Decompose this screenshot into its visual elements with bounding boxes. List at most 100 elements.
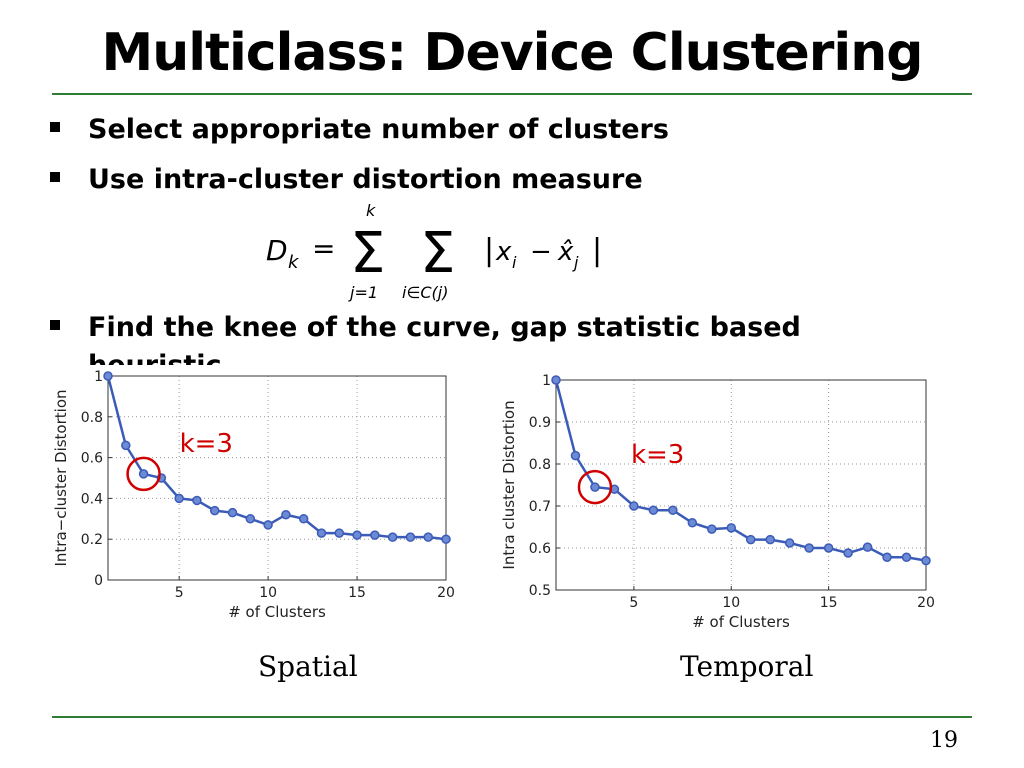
- spatial-distortion-chart: 5 10 15 20 0 0.2 0.4 0.6 0.8 1 # of Clusters Intra−…: [52, 369, 455, 621]
- y-tick-label: 0.4: [81, 491, 103, 507]
- formula-xhat-sub: j: [572, 253, 579, 272]
- x-tick-label: 15: [820, 595, 838, 611]
- knee-highlight-circle: [126, 456, 161, 492]
- data-point: [784, 538, 795, 548]
- formula-xhat: x̂: [557, 237, 574, 267]
- data-point: [209, 505, 220, 516]
- formula-x: x: [495, 237, 512, 267]
- y-tick-label: 0.9: [529, 415, 551, 431]
- formula-sigma-2: Σ: [420, 221, 455, 286]
- bullet-text: Find the knee of the curve, gap statisti…: [88, 312, 801, 365]
- data-point: [174, 493, 184, 504]
- formula-abs-left: |: [484, 233, 494, 268]
- y-tick-label: 0: [94, 573, 103, 589]
- slide-title: Multiclass: Device Clustering: [101, 23, 924, 83]
- formula-lhs: D: [266, 234, 288, 267]
- x-axis-label: # of Clusters: [228, 603, 326, 621]
- data-point: [298, 514, 309, 524]
- y-tick-label: 1: [94, 369, 103, 385]
- data-point: [882, 552, 892, 562]
- data-point: [648, 505, 659, 515]
- data-point: [765, 534, 775, 545]
- formula-equals: =: [312, 232, 335, 265]
- y-axis-label: Intra cluster Distortion: [500, 400, 518, 569]
- data-point: [387, 532, 398, 542]
- bullet-square-icon: [50, 320, 60, 330]
- footer-divider: [52, 716, 972, 718]
- data-point: [192, 495, 202, 506]
- spatial-caption: Spatial: [258, 650, 358, 683]
- formula-sum1-bottom: j=1: [348, 283, 378, 302]
- data-point: [901, 552, 912, 562]
- formula-sum2-bottom: i∈C(j): [402, 283, 448, 302]
- formula-lhs-sub: k: [288, 252, 300, 273]
- y-tick-label: 0.8: [81, 410, 103, 426]
- data-point: [441, 534, 451, 544]
- data-point: [804, 543, 814, 553]
- data-point: [590, 482, 600, 492]
- plot-frame: [107, 375, 447, 581]
- knee-annotation-label: k=3: [631, 440, 684, 470]
- x-axis-label: # of Clusters: [692, 613, 790, 631]
- x-tick-label: 20: [437, 585, 455, 601]
- data-point: [570, 450, 581, 461]
- formula-x-sub: i: [512, 253, 517, 272]
- formula-sum1-top: k: [366, 201, 376, 220]
- data-point: [668, 505, 678, 515]
- data-point: [121, 440, 131, 451]
- x-tick-label: 15: [348, 585, 366, 601]
- y-axis-label: Intra−cluster Distortion: [52, 389, 70, 566]
- data-point: [316, 528, 327, 538]
- data-point: [405, 532, 416, 542]
- temporal-distortion-chart: 5 10 15 20 0.5 0.6 0.7 0.8 0.9 1 # of Clusters Intr…: [500, 373, 935, 631]
- x-tick-label: 10: [722, 595, 740, 611]
- bullet-item-clipped: Find the knee of the curve, gap statisti…: [50, 305, 970, 365]
- data-point: [921, 555, 931, 566]
- y-tick-label: 0.2: [81, 532, 103, 548]
- data-point: [551, 375, 561, 385]
- bullet-square-icon: [50, 122, 60, 132]
- formula-sigma-1: Σ: [350, 221, 385, 286]
- y-tick-label: 0.6: [529, 541, 551, 557]
- knee-annotation-label: k=3: [180, 429, 233, 459]
- data-point: [370, 530, 380, 540]
- bullet-text: Use intra-cluster distortion measure: [88, 164, 643, 195]
- data-point: [629, 501, 639, 511]
- x-tick-label: 20: [917, 595, 935, 611]
- data-point: [862, 542, 873, 552]
- page-number: 19: [930, 728, 958, 753]
- data-point: [823, 543, 834, 553]
- bullet-square-icon: [50, 172, 60, 182]
- data-point: [263, 520, 273, 530]
- bullet-text: Select appropriate number of clusters: [88, 114, 669, 145]
- data-point: [352, 530, 362, 540]
- data-point: [687, 518, 698, 528]
- knee-highlight-circle: [577, 469, 613, 505]
- data-point: [707, 524, 717, 534]
- x-tick-label: 5: [175, 585, 184, 601]
- data-point: [843, 548, 853, 558]
- formula-abs-right: |: [592, 233, 602, 268]
- data-point: [726, 523, 737, 533]
- distortion-formula: D k = Σ k j=1 Σ i∈C(j) | x i − x̂ j |: [266, 201, 602, 302]
- title-divider: [52, 93, 972, 95]
- y-tick-label: 0.6: [81, 451, 103, 467]
- data-point: [423, 532, 433, 542]
- data-point: [334, 528, 345, 538]
- data-point: [227, 507, 238, 518]
- x-tick-label: 10: [259, 585, 277, 601]
- y-tick-label: 0.7: [529, 499, 551, 515]
- data-point: [245, 514, 256, 524]
- x-tick-label: 5: [629, 595, 638, 611]
- data-point: [745, 534, 756, 545]
- data-point: [281, 509, 291, 520]
- formula-minus: −: [530, 237, 552, 267]
- plot-frame: [555, 379, 927, 591]
- data-point: [138, 469, 149, 479]
- y-tick-label: 0.8: [529, 457, 551, 473]
- temporal-caption: Temporal: [680, 650, 814, 683]
- y-tick-label: 0.5: [529, 583, 551, 599]
- data-point: [103, 371, 113, 381]
- series-line: [554, 379, 927, 562]
- y-tick-label: 1: [542, 373, 551, 389]
